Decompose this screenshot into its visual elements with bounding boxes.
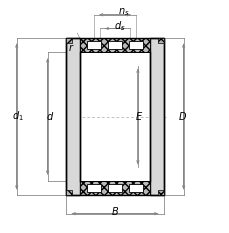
Bar [150, 38, 164, 195]
Bar [129, 41, 143, 49]
Text: $r$: $r$ [68, 42, 74, 53]
Text: $d_s$: $d_s$ [113, 19, 125, 33]
Bar [65, 38, 79, 195]
Bar [158, 190, 164, 195]
Text: $D$: $D$ [177, 110, 186, 123]
Bar [86, 184, 100, 192]
Text: $n_s$: $n_s$ [118, 7, 129, 18]
Text: $d$: $d$ [46, 110, 54, 123]
Bar [65, 38, 71, 43]
Bar [65, 190, 71, 195]
Bar [86, 41, 100, 49]
Bar [79, 38, 150, 52]
Bar [79, 52, 150, 181]
Bar [129, 184, 143, 192]
Bar [65, 38, 164, 195]
Bar [107, 184, 122, 192]
Text: $E$: $E$ [134, 110, 142, 123]
Bar [107, 41, 122, 49]
Bar [79, 181, 150, 195]
Text: $d_1$: $d_1$ [12, 110, 24, 123]
Bar [158, 38, 164, 43]
Text: $B$: $B$ [110, 205, 119, 217]
